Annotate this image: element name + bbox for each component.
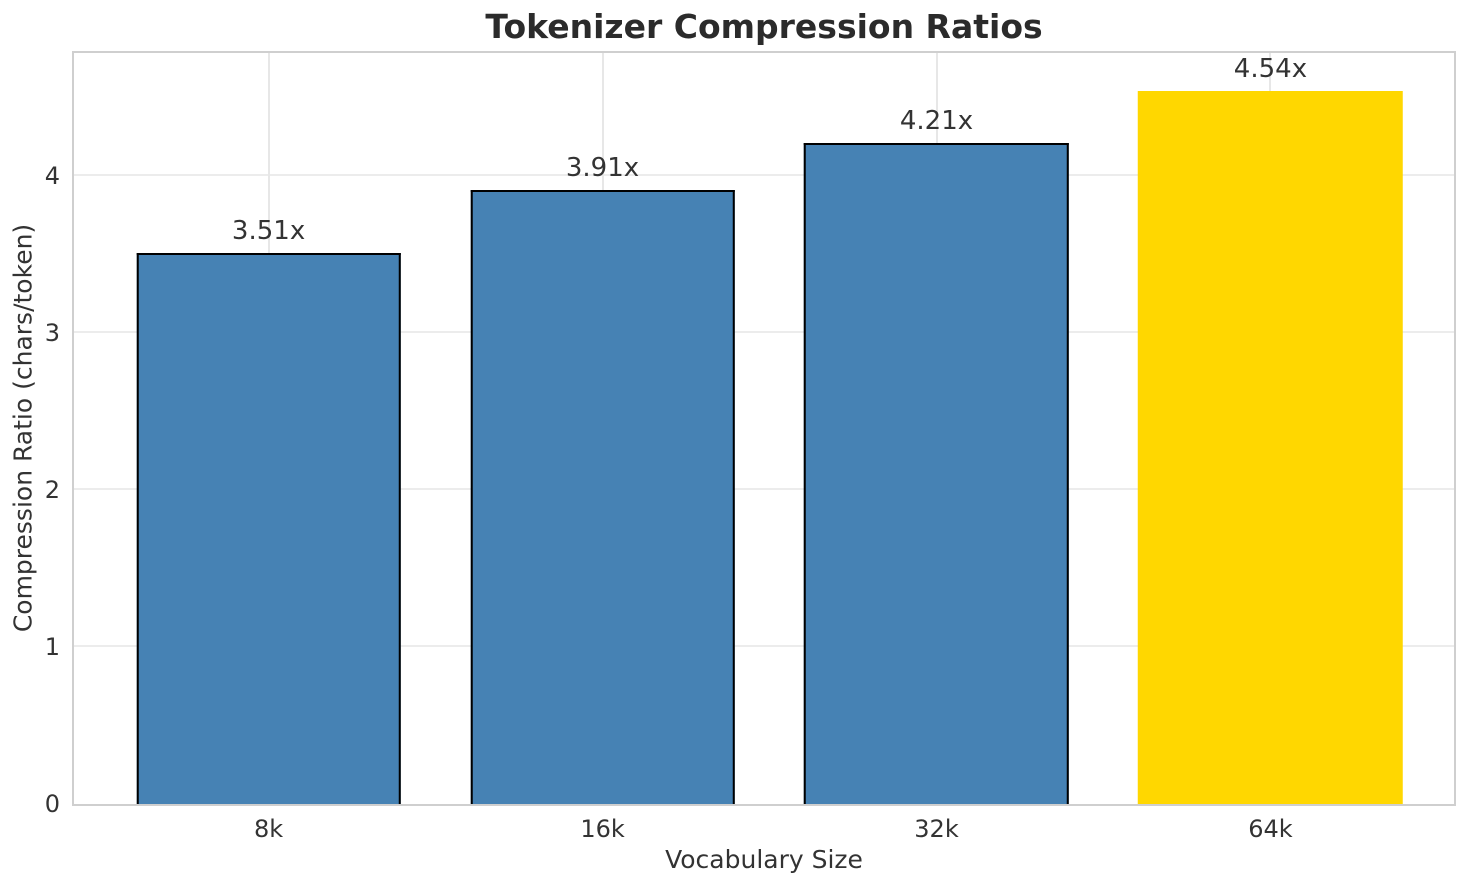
gridline-horizontal bbox=[74, 330, 1454, 333]
bar-8k bbox=[136, 252, 401, 804]
bar-value-label-8k: 3.51x bbox=[231, 215, 306, 246]
bar-value-label-16k: 3.91x bbox=[565, 152, 640, 183]
x-tick-label-64k: 64k bbox=[1248, 815, 1293, 843]
bars-layer: 3.51x 3.91x 4.21x 4.54x bbox=[74, 53, 1454, 804]
bar-value-label-32k: 4.21x bbox=[899, 105, 974, 136]
bar-64k-highlighted bbox=[1138, 90, 1403, 804]
y-tick-label-1: 1 bbox=[44, 632, 60, 661]
bar-slot-32k: 4.21x bbox=[770, 53, 1104, 804]
chart-title: Tokenizer Compression Ratios bbox=[485, 7, 1043, 46]
y-tick-label-3: 3 bbox=[44, 318, 60, 347]
x-tick-label-16k: 16k bbox=[580, 815, 625, 843]
bar-slot-8k: 3.51x bbox=[102, 53, 436, 804]
y-tick-label-0: 0 bbox=[44, 790, 60, 818]
x-tick-label-8k: 8k bbox=[253, 815, 284, 843]
y-axis-label: Compression Ratio (chars/token) bbox=[8, 223, 38, 633]
x-tick-label-32k: 32k bbox=[914, 815, 959, 843]
x-axis-label: Vocabulary Size bbox=[665, 845, 863, 874]
gridline-horizontal bbox=[74, 487, 1454, 490]
plot-area: 3.51x 3.91x 4.21x 4.54x 0 1 2 3 4 8k 16k… bbox=[45, 51, 1456, 843]
gridline-horizontal bbox=[74, 644, 1454, 647]
y-tick-label-4: 4 bbox=[44, 161, 60, 190]
bar-value-label-64k: 4.54x bbox=[1233, 53, 1308, 84]
bar-slot-16k: 3.91x bbox=[436, 53, 770, 804]
bar-slot-64k: 4.54x bbox=[1103, 53, 1437, 804]
gridline-horizontal bbox=[74, 173, 1454, 176]
y-tick-label-2: 2 bbox=[44, 475, 60, 504]
bar-32k bbox=[804, 142, 1069, 804]
bar-16k bbox=[470, 189, 735, 804]
